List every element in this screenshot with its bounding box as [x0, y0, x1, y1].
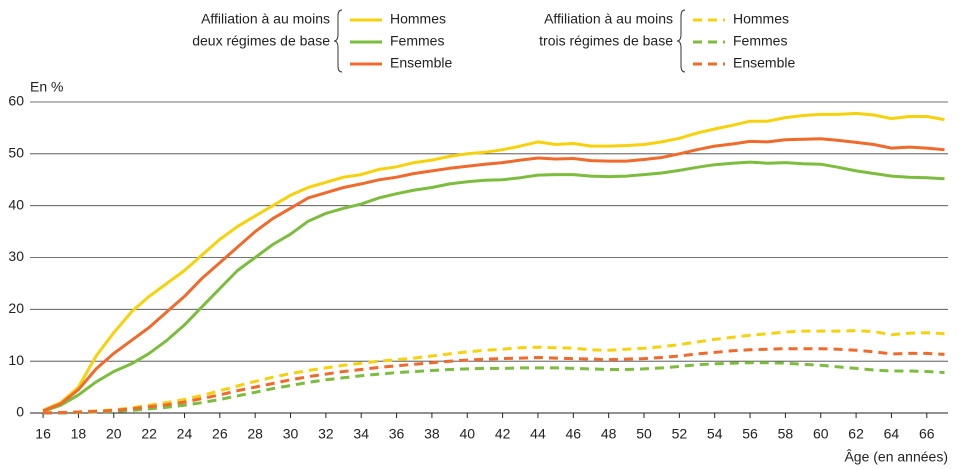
x-tick-label: 20 — [106, 426, 122, 442]
x-tick-label: 24 — [177, 426, 193, 442]
series-line — [42, 137, 945, 413]
series-line — [42, 160, 945, 413]
x-axis-label: Âge (en années) — [844, 449, 948, 465]
x-tick-label: 64 — [884, 426, 900, 442]
x-tick-label: 26 — [212, 426, 228, 442]
legend-brace — [333, 9, 343, 73]
x-tick-label: 40 — [459, 426, 475, 442]
x-tick-label: 56 — [742, 426, 758, 442]
x-tick-label: 36 — [389, 426, 405, 442]
legend-group-label: deux régimes de base — [192, 33, 330, 49]
legend-label: Ensemble — [390, 55, 452, 71]
legend-brace — [676, 9, 686, 73]
x-tick-label: 28 — [247, 426, 263, 442]
x-tick-label: 66 — [919, 426, 935, 442]
x-tick-label: 50 — [636, 426, 652, 442]
y-tick-label: 0 — [16, 404, 24, 420]
y-tick-label: 60 — [8, 93, 24, 109]
legend-label: Hommes — [390, 11, 446, 27]
x-tick-label: 58 — [778, 426, 794, 442]
x-tick-label: 22 — [141, 426, 157, 442]
legend-label: Femmes — [390, 33, 444, 49]
x-tick-label: 42 — [495, 426, 511, 442]
y-tick-label: 10 — [8, 352, 24, 368]
series-line — [43, 347, 945, 415]
x-tick-label: 44 — [530, 426, 546, 442]
y-axis-label: En % — [30, 79, 63, 95]
x-tick-label: 46 — [566, 426, 582, 442]
x-tick-label: 54 — [707, 426, 723, 442]
y-tick-label: 40 — [8, 196, 24, 212]
legend-group-label: Affiliation à au moins — [201, 11, 330, 27]
series-line — [43, 361, 945, 415]
series-line — [43, 329, 945, 415]
x-tick-label: 30 — [283, 426, 299, 442]
x-tick-label: 60 — [813, 426, 829, 442]
x-tick-label: 32 — [318, 426, 334, 442]
y-tick-label: 30 — [8, 248, 24, 264]
x-tick-label: 16 — [35, 426, 51, 442]
legend-label: Femmes — [733, 33, 787, 49]
legend-label: Hommes — [733, 11, 789, 27]
x-tick-label: 38 — [424, 426, 440, 442]
series-line — [42, 111, 945, 412]
x-tick-label: 18 — [71, 426, 87, 442]
y-tick-label: 50 — [8, 145, 24, 161]
legend-label: Ensemble — [733, 55, 795, 71]
x-tick-label: 34 — [353, 426, 369, 442]
legend-group-label: Affiliation à au moins — [544, 11, 673, 27]
x-tick-label: 48 — [601, 426, 617, 442]
x-tick-label: 52 — [672, 426, 688, 442]
y-tick-label: 20 — [8, 300, 24, 316]
legend-group-label: trois régimes de base — [539, 33, 673, 49]
x-tick-label: 62 — [848, 426, 864, 442]
